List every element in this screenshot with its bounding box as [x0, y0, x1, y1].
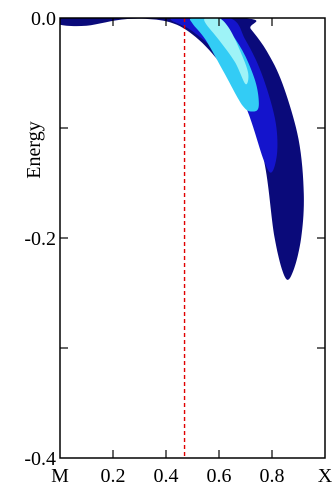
contour-level-4: [204, 18, 249, 85]
x-axis-ticks: M 0.2 0.4 0.6 0.8 X: [51, 18, 333, 487]
contour-level-2: [170, 18, 278, 173]
y-tick-label: 0.0: [31, 8, 56, 30]
y-axis-label: Energy: [23, 121, 45, 178]
x-tick-label: 0.4: [154, 465, 179, 487]
x-tick-label: 0.6: [207, 465, 232, 487]
contour-level-3: [189, 18, 259, 112]
x-tick-label: 0.8: [260, 465, 285, 487]
y-tick-label: -0.4: [24, 448, 56, 470]
x-tick-label: M: [51, 465, 69, 487]
x-tick-label: 0.2: [101, 465, 126, 487]
x-tick-label: X: [318, 465, 333, 487]
y-tick-label: -0.2: [24, 228, 56, 250]
contour-fills: [60, 18, 304, 280]
y-axis-ticks: 0.0 -0.2 -0.4: [24, 8, 325, 470]
